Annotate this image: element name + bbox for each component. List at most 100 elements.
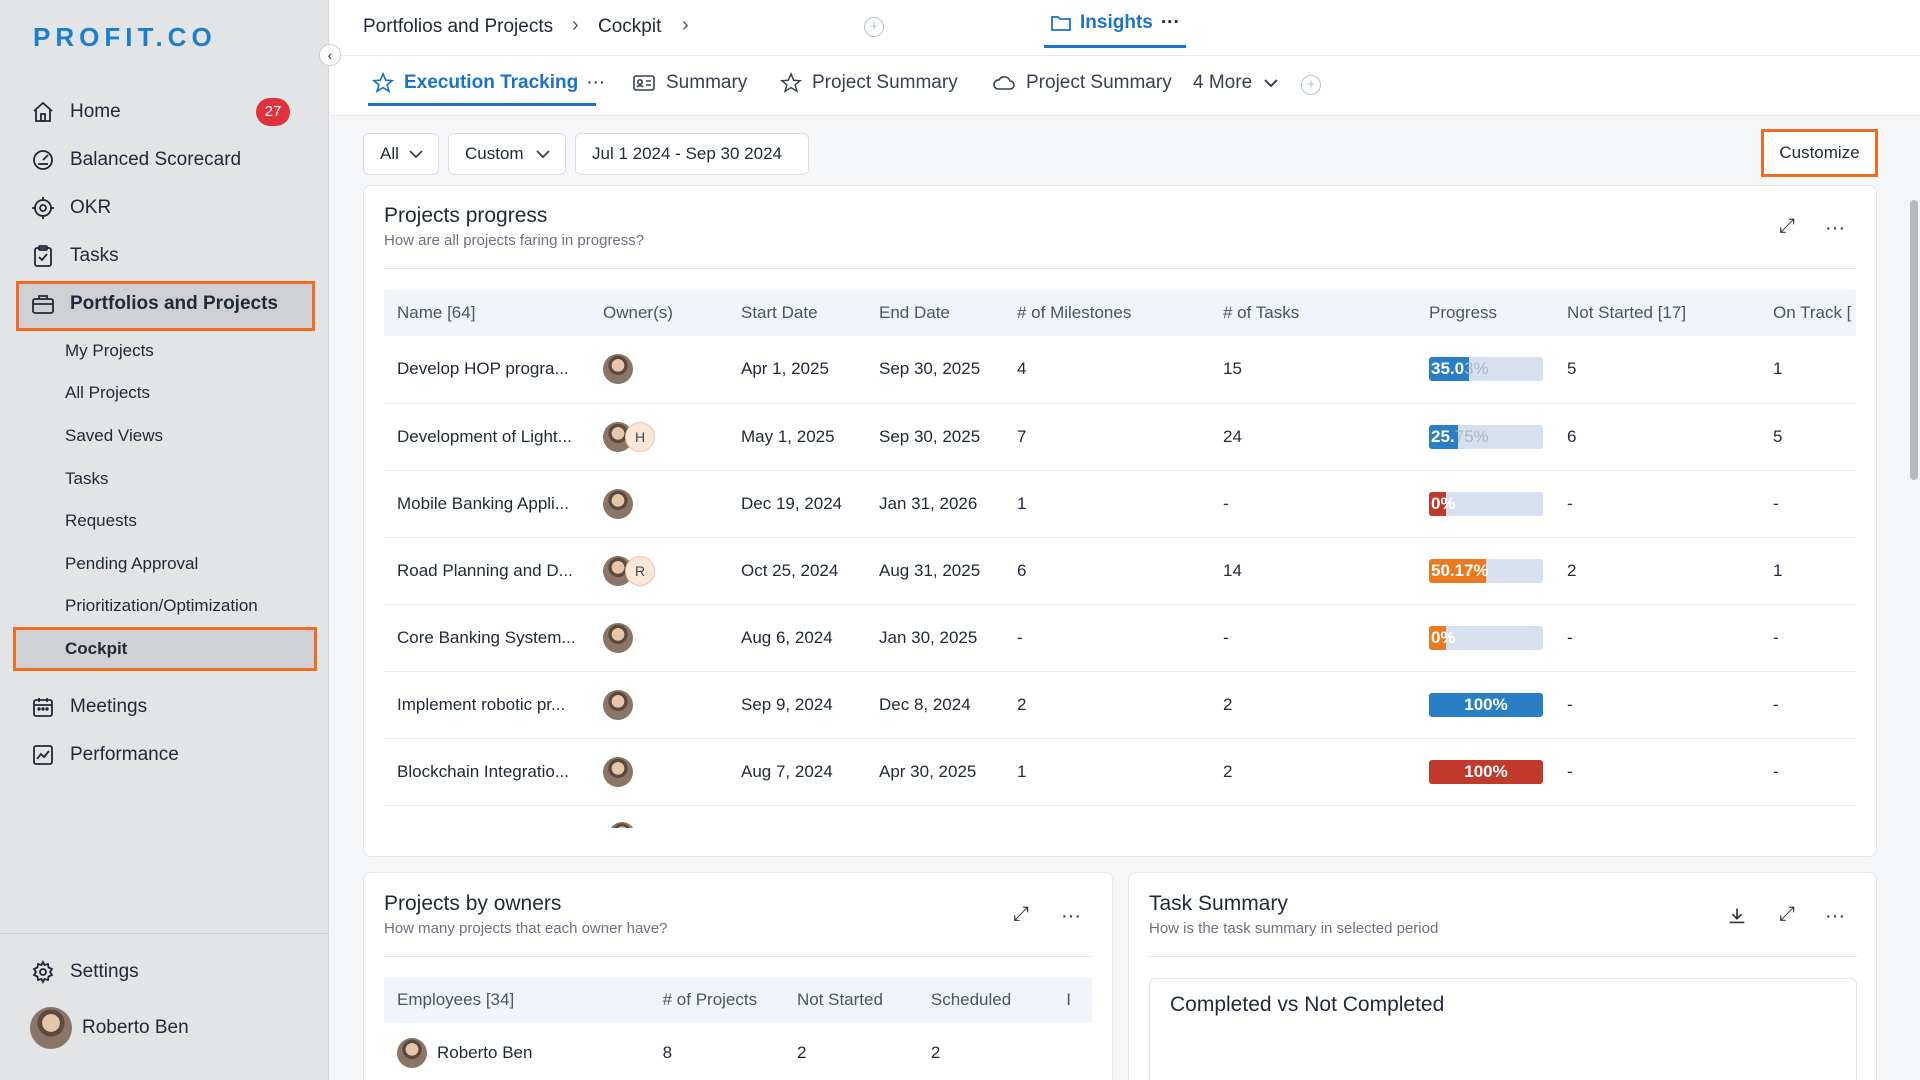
tab-execution-tracking[interactable]: Execution Tracking ··· [372,72,605,94]
date-range-picker[interactable]: Jul 1 2024 - Sep 30 2024 [575,133,809,175]
sidebar: PROFIT.CO Home 27 Balanced Scorecard OKR… [0,0,329,1080]
owner-avatars[interactable]: R [603,555,728,586]
more-icon[interactable]: ··· [1160,11,1180,33]
column-header[interactable]: On Track [ [1760,290,1856,336]
table-row[interactable]: Road Planning and D... R Oct 25, 2024 Aug 3… [384,537,1856,605]
user-name: Roberto Ben [82,1017,189,1038]
column-header[interactable]: Name [64] [384,290,590,336]
sidebar-item-label: Balanced Scorecard [70,149,242,170]
breadcrumb-portfolios[interactable]: Portfolios and Projects [363,16,554,37]
more-icon[interactable]: ··· [1061,904,1081,927]
owners-cell [590,671,728,739]
progress-bar: 0% [1429,625,1543,650]
sidebar-item-performance[interactable]: Performance [30,737,179,773]
table-row[interactable]: Roberto Ben 8 2 2 [384,1023,1092,1080]
column-header[interactable]: # of Tasks [1210,290,1416,336]
column-header[interactable]: Progress [1416,290,1554,336]
profitco-logo[interactable]: PROFIT.CO [33,22,217,52]
tab-label: Project Summary [1026,72,1172,93]
owner-avatars[interactable] [603,488,728,519]
column-header[interactable]: Employees [34] [384,977,650,1023]
sidebar-item-balanced-scorecard[interactable]: Balanced Scorecard [30,142,241,178]
download-icon[interactable] [1719,898,1755,934]
owner-avatars[interactable] [603,689,728,720]
card-title: Task Summary [1149,892,1288,915]
chart-line-icon [30,742,56,768]
sidebar-subitem-all-projects[interactable]: All Projects [65,383,151,402]
owner-avatars[interactable] [603,756,728,787]
more-icon[interactable]: ··· [586,72,606,93]
partial-next-row [384,822,1856,828]
table-row[interactable]: Development of Light... H May 1, 2025 Sep 3… [384,403,1856,471]
page-scrollbar[interactable] [1910,200,1918,480]
column-header[interactable]: Not Started [17] [1554,290,1760,336]
sidebar-item-tasks[interactable]: Tasks [30,238,119,274]
avatar [603,756,633,787]
column-header[interactable]: # of Projects [649,977,784,1023]
column-header[interactable]: Start Date [728,290,866,336]
progress-bar: 100% [1429,759,1543,784]
progress-value-overflow: 75% [1454,426,1489,446]
breadcrumb-cockpit[interactable]: Cockpit [598,16,662,37]
table-row[interactable]: Mobile Banking Appli... Dec 19, 2024 Jan 3… [384,470,1856,538]
sidebar-item-portfolios-and-projects[interactable]: Portfolios and Projects [30,286,278,322]
owners-cell: H [590,403,728,471]
sidebar-subitem-pending-approval[interactable]: Pending Approval [65,554,199,573]
collapse-sidebar-button[interactable]: ‹ [319,44,341,66]
expand-icon[interactable]: ⤢ [1013,902,1029,925]
progress-fill [1429,424,1459,449]
sidebar-subitem-requests[interactable]: Requests [65,511,137,530]
briefcase-icon [30,291,56,317]
start-date: Sep 9, 2024 [728,671,866,739]
progress-value: 25. [1431,426,1455,446]
owner-avatars[interactable]: H [603,421,728,452]
column-header[interactable]: Owner(s) [590,290,728,336]
table-row[interactable]: Develop HOP progra... Apr 1, 2025 Sep 30, … [384,336,1856,404]
column-header[interactable]: Scheduled [917,977,1054,1023]
expand-icon[interactable]: ⤢ [1779,902,1795,925]
table-row[interactable]: Blockchain Integratio... Aug 7, 2024 Apr 3… [384,738,1856,806]
sidebar-item-label: OKR [70,197,112,218]
sidebar-item-okr[interactable]: OKR [30,190,111,226]
period-filter-dropdown[interactable]: Custom [448,133,566,175]
id-card-icon [632,73,656,93]
sidebar-subitem-cockpit[interactable]: Cockpit [65,639,128,658]
column-header[interactable]: End Date [866,290,1004,336]
empty-cell [1053,1023,1092,1080]
table-row[interactable]: Core Banking System... Aug 6, 2024 Jan 30,… [384,604,1856,672]
cloud-icon [992,73,1016,93]
sidebar-item-label: Meetings [70,696,148,717]
tab-project-summary[interactable]: Project Summary [780,72,958,94]
column-header[interactable]: Not Started [783,977,918,1023]
column-header[interactable]: I [1053,977,1092,1023]
column-header[interactable]: # of Milestones [1004,290,1210,336]
sidebar-subitem-saved-views[interactable]: Saved Views [65,426,163,445]
more-tabs-dropdown[interactable]: 4 More [1193,72,1278,94]
add-tab-icon[interactable]: + [864,17,884,37]
add-dashboard-tab-icon[interactable]: + [1301,75,1321,95]
tab-summary[interactable]: Summary [632,72,747,94]
sidebar-item-home[interactable]: Home [30,94,121,130]
progress-cell: 100% [1416,738,1554,806]
gear-icon [30,959,56,985]
expand-icon[interactable]: ⤢ [1779,214,1795,237]
sidebar-item-meetings[interactable]: Meetings [30,689,147,725]
tab-insights[interactable]: Insights ··· [1044,0,1186,48]
owner-avatars[interactable] [603,354,728,385]
sidebar-subitem-my-projects[interactable]: My Projects [65,341,154,360]
sidebar-item-settings[interactable]: Settings [30,954,139,990]
milestones-count: 7 [1004,403,1210,471]
more-icon[interactable]: ··· [1825,904,1845,927]
owner-avatars[interactable] [603,622,728,653]
sidebar-active-highlight [16,281,315,331]
progress-cell: 0% [1416,604,1554,672]
user-profile[interactable]: Roberto Ben [30,1007,189,1049]
more-icon[interactable]: ··· [1825,216,1845,239]
tab-project-summary-2[interactable]: Project Summary [992,72,1172,94]
chart-title: Completed vs Not Completed [1170,993,1445,1016]
sidebar-subitem-tasks[interactable]: Tasks [65,469,109,488]
scope-filter-dropdown[interactable]: All [363,133,439,175]
table-row[interactable]: Implement robotic pr... Sep 9, 2024 Dec 8,… [384,671,1856,739]
sidebar-subitem-prioritization[interactable]: Prioritization/Optimization [65,596,258,615]
customize-button[interactable]: Customize [1761,129,1878,177]
